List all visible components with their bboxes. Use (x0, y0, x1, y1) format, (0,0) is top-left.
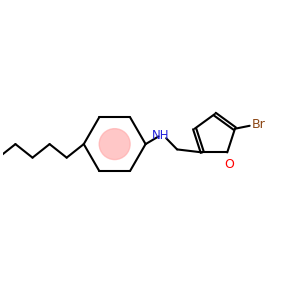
Circle shape (99, 129, 130, 160)
Text: Br: Br (252, 118, 266, 131)
Text: O: O (224, 158, 234, 171)
Text: NH: NH (152, 129, 169, 142)
